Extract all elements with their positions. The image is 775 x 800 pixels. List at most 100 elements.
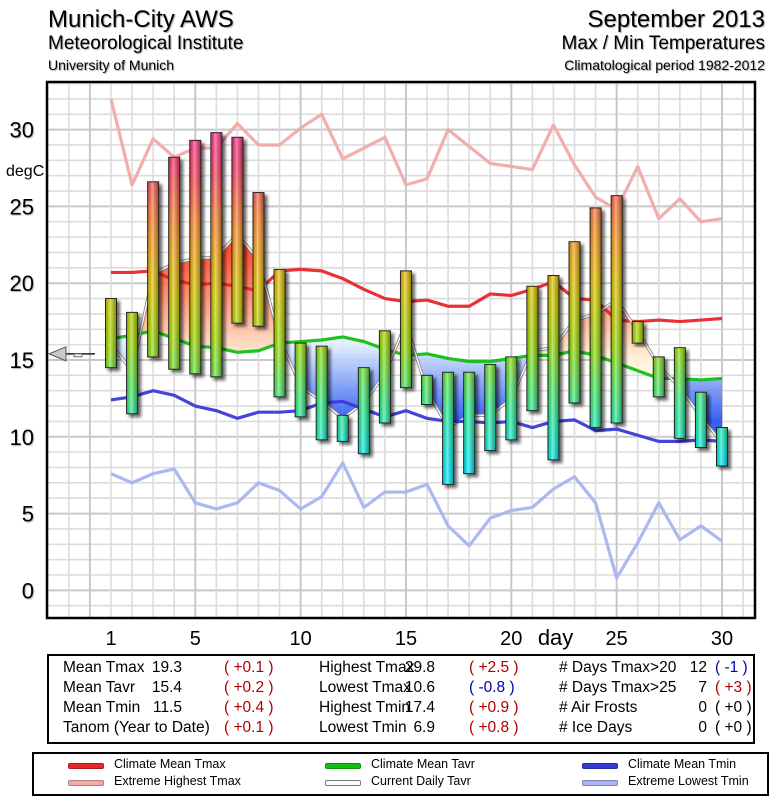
climate-mean-tmin-line bbox=[110, 389, 723, 443]
day-bar bbox=[442, 371, 455, 485]
day-bar-shine bbox=[295, 343, 306, 417]
mean-marker-tab bbox=[73, 353, 83, 358]
x-tick-label: 1 bbox=[105, 628, 116, 650]
x-tick-label: 15 bbox=[395, 628, 417, 650]
day-bar-shine bbox=[464, 372, 475, 474]
stats-panel: Mean Tmax 19.3 ( +0.1 ) Mean Tavr 15.4 ( +0.2… bbox=[47, 654, 755, 744]
day-bar bbox=[231, 136, 244, 324]
day-bar bbox=[505, 356, 518, 441]
day-bar bbox=[399, 270, 412, 389]
day-bar-shine bbox=[358, 368, 369, 454]
day-bar-shine bbox=[485, 365, 496, 451]
y-tick-label: 15 bbox=[10, 348, 34, 373]
stat-value: 12 bbox=[689, 659, 707, 676]
stat-label: Highest Tmin bbox=[319, 699, 411, 716]
stat-label: Mean Tmin bbox=[63, 699, 141, 716]
legend-swatch bbox=[325, 763, 361, 769]
day-bar-shine bbox=[379, 331, 390, 423]
day-bar bbox=[105, 298, 117, 369]
day-bar-shine bbox=[674, 348, 685, 438]
day-bar-shine bbox=[127, 312, 138, 414]
stat-anomaly: ( -1 ) bbox=[715, 659, 748, 676]
stat-anomaly: ( +0.1 ) bbox=[224, 659, 274, 676]
day-bar-shine bbox=[548, 276, 559, 460]
day-bar-shine bbox=[443, 372, 454, 484]
day-bar bbox=[378, 330, 391, 424]
day-bar-shine bbox=[316, 346, 327, 440]
day-bar-shine bbox=[190, 140, 201, 374]
day-bar-shine bbox=[274, 269, 285, 397]
x-axis-label: day bbox=[538, 625, 573, 650]
university-title: University of Munich bbox=[48, 57, 175, 73]
day-bar bbox=[189, 139, 202, 375]
day-bar-shine bbox=[422, 375, 433, 405]
day-bar-shine bbox=[653, 357, 664, 397]
mean-marker bbox=[47, 346, 95, 362]
stat-anomaly: ( +0 ) bbox=[715, 699, 752, 716]
day-bar-shine bbox=[611, 196, 622, 423]
day-bar bbox=[484, 364, 497, 452]
y-axis-label: degC bbox=[6, 163, 44, 180]
day-bar-shine bbox=[169, 157, 180, 369]
day-bar bbox=[652, 356, 665, 398]
day-bar bbox=[357, 367, 370, 455]
stat-label: Mean Tavr bbox=[63, 679, 136, 696]
y-tick-label: 25 bbox=[10, 194, 34, 219]
stat-value: 6.9 bbox=[413, 719, 435, 736]
stat-anomaly: ( +0.2 ) bbox=[224, 679, 274, 696]
y-tick-label: 20 bbox=[10, 271, 34, 296]
stat-label: # Days Tmax>20 bbox=[559, 659, 677, 676]
x-tick-label: 25 bbox=[606, 628, 628, 650]
institute-title: Meteorological Institute bbox=[48, 33, 244, 54]
climate-period: Climatological period 1982-2012 bbox=[564, 57, 765, 73]
day-bar bbox=[547, 275, 560, 461]
legend-label: Climate Mean Tmax bbox=[114, 757, 226, 771]
day-bar bbox=[147, 181, 160, 358]
day-bar bbox=[526, 285, 539, 412]
stat-label: Highest Tmax bbox=[319, 659, 415, 676]
legend-swatch bbox=[325, 780, 361, 786]
mean-marker-arrowhead-icon bbox=[47, 346, 67, 362]
stat-value: 29.8 bbox=[404, 659, 435, 676]
stat-value: 19.3 bbox=[151, 659, 182, 676]
month-title: September 2013 bbox=[587, 6, 765, 33]
day-bar bbox=[126, 311, 139, 415]
day-bar-shine bbox=[211, 133, 222, 377]
stat-value: 0 bbox=[698, 719, 707, 736]
extreme-lowest-tmin-line bbox=[110, 461, 723, 580]
day-bar bbox=[610, 195, 623, 424]
legend-label: Current Daily Tavr bbox=[371, 774, 471, 788]
day-bar bbox=[673, 347, 686, 439]
legend-label: Extreme Highest Tmax bbox=[114, 774, 241, 788]
x-tick-label: 20 bbox=[500, 628, 522, 650]
stat-anomaly: ( +0 ) bbox=[715, 719, 752, 736]
stat-value: 10.6 bbox=[404, 679, 435, 696]
stat-label: Mean Tmax bbox=[63, 659, 145, 676]
day-bar bbox=[421, 374, 434, 406]
day-bar bbox=[694, 391, 707, 449]
stat-value: 7 bbox=[698, 679, 707, 696]
day-bar-shine bbox=[527, 286, 538, 411]
day-bar-shine bbox=[632, 322, 643, 343]
legend-swatch bbox=[582, 763, 618, 769]
legend-swatch bbox=[68, 780, 104, 786]
stat-label: # Days Tmax>25 bbox=[559, 679, 677, 696]
day-bar bbox=[315, 345, 328, 441]
legend-label: Extreme Lowest Tmin bbox=[628, 774, 749, 788]
x-tick-label: 5 bbox=[190, 628, 201, 650]
y-tick-label: 5 bbox=[22, 502, 34, 527]
day-bar bbox=[168, 156, 181, 370]
legend: Climate Mean Tmax Extreme Highest Tmax Cli… bbox=[32, 752, 769, 796]
stat-label: Lowest Tmin bbox=[319, 719, 407, 736]
day-bar-shine bbox=[695, 392, 706, 448]
stat-anomaly: ( +0.8 ) bbox=[469, 719, 519, 736]
day-bar-shine bbox=[232, 137, 243, 323]
stat-value: 11.5 bbox=[152, 699, 182, 716]
x-tick-label: 30 bbox=[711, 628, 733, 650]
day-bar-shine bbox=[506, 357, 517, 440]
legend-label: Climate Mean Tavr bbox=[371, 757, 475, 771]
day-bar-shine bbox=[569, 242, 580, 403]
legend-swatch bbox=[582, 780, 618, 786]
day-bar-shine bbox=[590, 208, 601, 428]
